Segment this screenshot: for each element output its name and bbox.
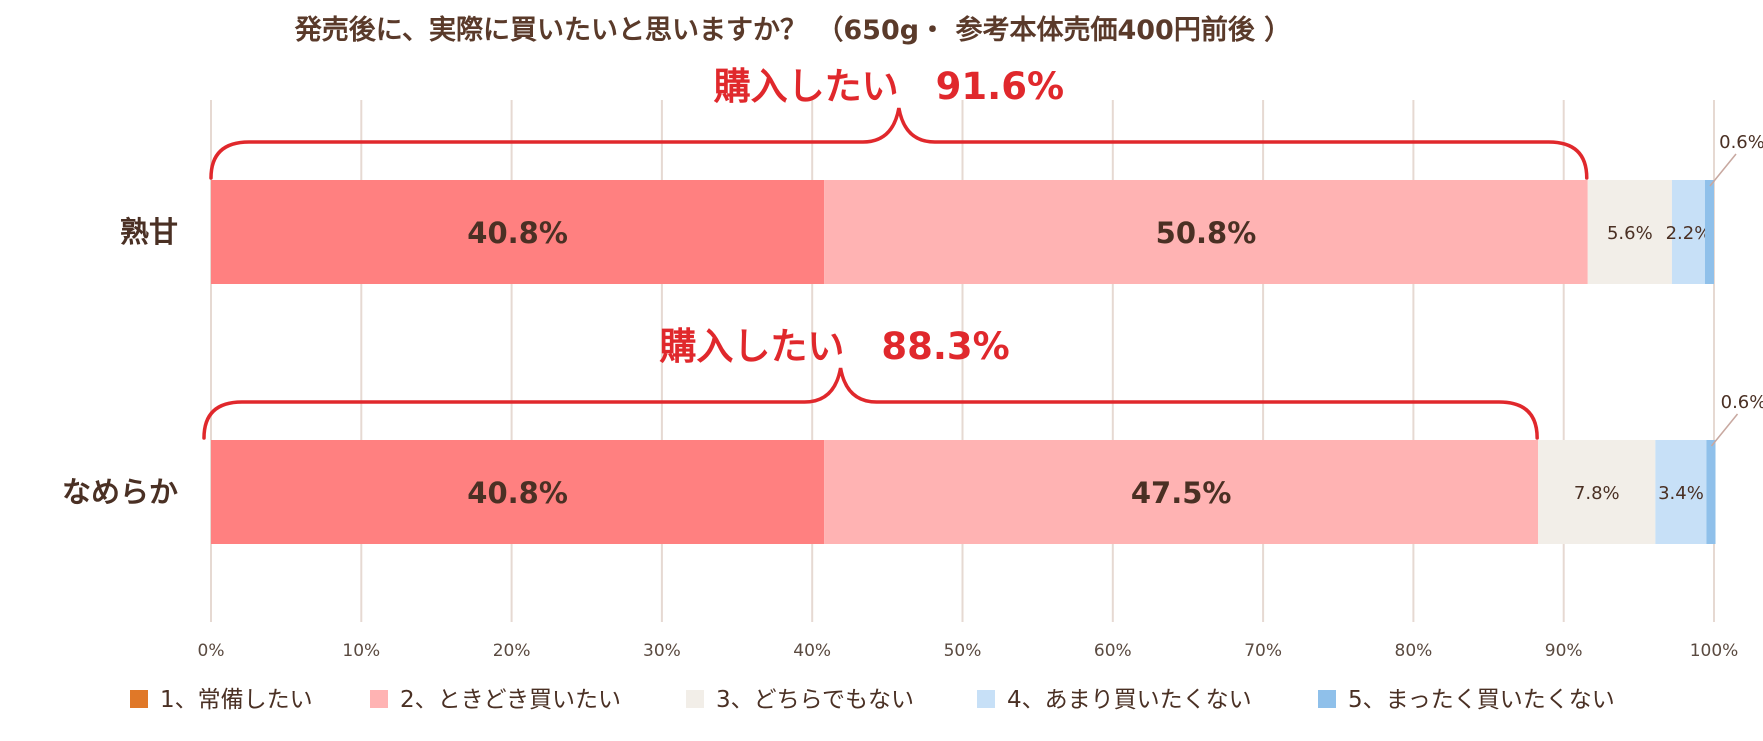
legend-marker	[130, 690, 148, 708]
leader-line	[1709, 153, 1737, 187]
bar-segment	[1704, 180, 1714, 284]
data-label: 2.2%	[1666, 223, 1712, 244]
category-label: 熟甘	[120, 215, 178, 249]
x-tick-label: 20%	[493, 641, 531, 661]
bar-segment	[1587, 180, 1672, 284]
chart-title: 発売後に、実際に買いたいと思いますか？ （650g・ 参考本体売価400円前後 …	[294, 14, 1291, 46]
x-tick-label: 100%	[1690, 641, 1739, 661]
data-label: 3.4%	[1658, 483, 1704, 504]
bar-segment	[1706, 440, 1716, 544]
annotations: 購入したい 91.6% 購入したい 88.3%	[202, 65, 1589, 440]
x-tick-label: 10%	[342, 641, 380, 661]
bar-segment	[1655, 440, 1707, 544]
data-label: 7.8%	[1574, 483, 1620, 504]
legend-label: 4、あまり買いたくない	[1007, 687, 1252, 713]
x-tick-label: 90%	[1545, 641, 1583, 661]
bar-segment	[824, 440, 1539, 544]
annotation-brace	[202, 367, 1539, 440]
bar-segment	[211, 180, 825, 284]
data-label: 0.6%	[1719, 132, 1763, 153]
x-axis-ticks: 0% 10% 20% 30% 40% 50% 60% 70% 80% 90% 100%	[198, 641, 1739, 661]
annotation-label: 購入したい 91.6%	[714, 65, 1064, 108]
x-tick-label: 0%	[198, 641, 225, 661]
data-label: 5.6%	[1607, 223, 1653, 244]
legend-label: 5、まったく買いたくない	[1348, 687, 1615, 713]
legend-marker	[370, 690, 388, 708]
legend: 1、常備したい 2、ときどき買いたい 3、どちらでもない 4、あまり買いたくない 5、ま…	[130, 687, 1615, 713]
x-tick-label: 50%	[944, 641, 982, 661]
bar-segment	[824, 180, 1588, 284]
annotation-brace	[209, 107, 1589, 180]
x-tick-label: 30%	[643, 641, 681, 661]
legend-marker	[1318, 690, 1336, 708]
legend-label: 1、常備したい	[160, 687, 313, 713]
x-tick-label: 40%	[793, 641, 831, 661]
annotation-label: 購入したい 88.3%	[659, 325, 1009, 368]
data-label: 40.8%	[467, 216, 568, 250]
data-label: 47.5%	[1131, 476, 1232, 510]
data-label: 40.8%	[467, 476, 568, 510]
x-tick-label: 80%	[1395, 641, 1433, 661]
bars: 40.8% 50.8% 5.6% 2.2% 0.6% 40.8% 47.5% 7.8% 3.4%…	[211, 132, 1763, 544]
category-label: なめらか	[62, 475, 178, 509]
bar-segment	[1671, 180, 1705, 284]
data-label: 50.8%	[1156, 216, 1257, 250]
bar-segment	[1538, 440, 1656, 544]
x-tick-label: 70%	[1244, 641, 1282, 661]
leader-line	[1710, 413, 1739, 447]
data-label: 0.6%	[1721, 392, 1763, 413]
x-tick-label: 60%	[1094, 641, 1132, 661]
legend-label: 3、どちらでもない	[716, 687, 914, 713]
legend-marker	[977, 690, 995, 708]
legend-marker	[686, 690, 704, 708]
bar-segment	[211, 440, 825, 544]
legend-label: 2、ときどき買いたい	[400, 687, 621, 713]
